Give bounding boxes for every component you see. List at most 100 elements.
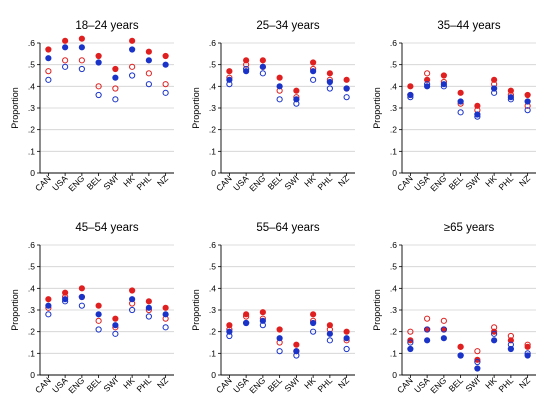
data-point-blue-hollow (112, 330, 119, 337)
data-point-red-hollow (78, 57, 85, 64)
data-point-red-filled (259, 309, 266, 316)
y-tick-label: .1 (28, 146, 35, 156)
data-point-red-filled (276, 326, 283, 333)
data-point-red-filled (112, 65, 119, 73)
data-point-red-hollow (62, 57, 69, 64)
data-point-blue-filled (326, 78, 333, 86)
y-tick-label: .2 (390, 327, 397, 337)
chart-panel: ≥65 years0.1.2.3.4.5.6ProportionCANUSAEN… (368, 211, 544, 398)
data-point-blue-hollow (45, 76, 52, 83)
data-point-red-filled (95, 302, 102, 309)
data-point-red-filled (491, 76, 498, 83)
data-point-red-hollow (407, 328, 414, 335)
data-point-blue-filled (95, 311, 102, 318)
data-point-red-hollow (507, 332, 514, 340)
y-tick-label: 0 (30, 168, 35, 178)
data-point-red-filled (343, 76, 350, 83)
data-point-blue-hollow (507, 341, 514, 348)
panel-title: 35–44 years (437, 20, 501, 32)
data-point-blue-hollow (424, 81, 431, 88)
y-axis-label: Proportion (191, 289, 201, 331)
data-point-blue-hollow (226, 332, 233, 340)
data-point-red-filled (129, 287, 136, 294)
data-point-red-filled (326, 70, 333, 77)
y-tick-label: .6 (390, 38, 397, 48)
y-tick-label: .3 (209, 103, 216, 113)
data-point-blue-hollow (112, 96, 119, 103)
panel-title: ≥65 years (444, 222, 495, 234)
data-point-blue-filled (78, 44, 85, 51)
y-axis-label: Proportion (372, 289, 382, 331)
data-point-blue-hollow (62, 63, 69, 70)
data-point-blue-hollow (343, 94, 350, 101)
data-point-blue-filled (62, 44, 69, 51)
data-point-blue-filled (310, 68, 317, 75)
data-point-blue-hollow (424, 326, 431, 333)
y-tick-label: .2 (209, 327, 216, 337)
data-point-blue-hollow (259, 322, 266, 329)
data-point-blue-filled (276, 335, 283, 342)
data-point-blue-hollow (145, 313, 152, 320)
data-point-blue-filled (145, 304, 152, 311)
data-point-red-filled (112, 315, 119, 322)
y-tick-label: .1 (390, 146, 397, 156)
data-point-red-filled (343, 328, 350, 335)
data-point-blue-filled (45, 302, 52, 309)
data-point-red-filled (243, 57, 250, 64)
data-point-red-filled (440, 72, 447, 79)
data-point-blue-hollow (326, 85, 333, 92)
y-tick-label: .5 (390, 60, 397, 70)
data-point-blue-hollow (407, 94, 414, 101)
y-axis-label: Proportion (191, 87, 201, 129)
y-tick-label: 0 (392, 168, 397, 178)
panel-title: 45–54 years (75, 222, 139, 234)
data-point-blue-hollow (78, 302, 85, 309)
data-point-blue-hollow (457, 352, 464, 359)
data-point-blue-filled (407, 345, 414, 353)
data-point-red-filled (293, 87, 300, 94)
y-tick-label: .6 (28, 38, 35, 48)
y-tick-label: .1 (390, 348, 397, 358)
data-point-red-filled (62, 289, 69, 296)
data-point-blue-hollow (524, 107, 531, 114)
data-point-blue-hollow (276, 348, 283, 355)
y-axis-label: Proportion (10, 289, 20, 331)
data-point-blue-filled (310, 319, 317, 327)
y-tick-label: 0 (211, 168, 216, 178)
y-tick-label: .1 (209, 348, 216, 358)
data-point-red-filled (424, 76, 431, 83)
y-tick-label: .2 (390, 125, 397, 135)
data-point-blue-filled (129, 296, 136, 303)
data-point-blue-hollow (162, 324, 169, 331)
data-point-blue-hollow (326, 337, 333, 344)
y-tick-label: .5 (28, 262, 35, 272)
data-point-blue-hollow (62, 298, 69, 305)
data-point-red-hollow (474, 348, 481, 355)
y-tick-label: .4 (209, 81, 216, 91)
data-point-blue-filled (293, 96, 300, 103)
data-point-blue-filled (259, 317, 266, 324)
data-point-red-hollow (491, 324, 498, 331)
y-tick-label: .5 (390, 262, 397, 272)
data-point-red-filled (310, 311, 317, 318)
data-point-blue-hollow (474, 113, 481, 120)
data-point-blue-hollow (95, 91, 102, 99)
data-point-blue-filled (491, 85, 498, 92)
data-point-blue-filled (78, 293, 85, 301)
y-tick-label: .4 (390, 81, 397, 91)
data-point-blue-hollow (293, 100, 300, 107)
y-tick-label: .6 (209, 38, 216, 48)
y-tick-label: .4 (28, 81, 35, 91)
data-point-blue-filled (343, 85, 350, 92)
data-point-blue-filled (112, 322, 119, 329)
data-point-blue-filled (326, 330, 333, 337)
y-tick-label: .3 (209, 305, 216, 315)
y-tick-label: .2 (209, 125, 216, 135)
y-tick-label: .4 (390, 283, 397, 293)
y-tick-label: .3 (390, 305, 397, 315)
data-point-red-hollow (424, 315, 431, 322)
data-point-red-filled (62, 37, 69, 44)
data-point-blue-filled (457, 98, 464, 105)
y-tick-label: .2 (28, 327, 35, 337)
